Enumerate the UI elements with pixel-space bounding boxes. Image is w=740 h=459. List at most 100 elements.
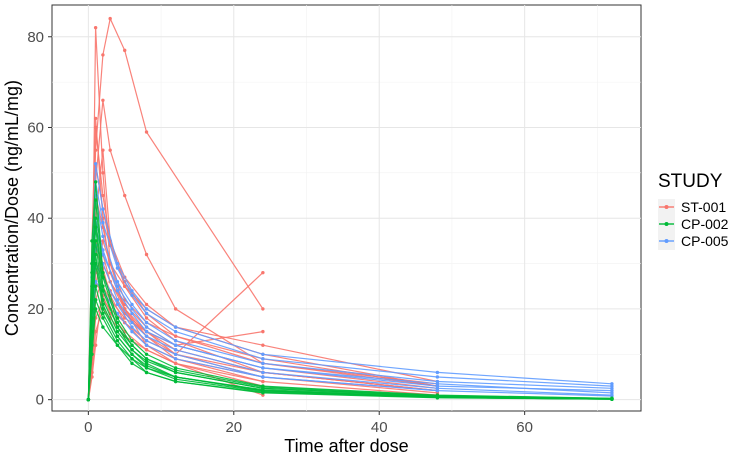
data-point (93, 225, 98, 229)
data-point (130, 302, 134, 307)
data-point (435, 370, 440, 375)
legend-label: ST-001 (681, 199, 726, 215)
legend-key-point (664, 239, 669, 243)
data-point (173, 329, 178, 334)
y-axis-label: Concentration/Dose (ng/mL/mg) (2, 80, 22, 336)
data-point (144, 302, 149, 307)
data-point (130, 311, 134, 316)
data-point (101, 275, 105, 279)
data-point (93, 116, 98, 121)
data-point (173, 338, 178, 343)
data-point (144, 130, 149, 134)
data-point (130, 348, 134, 352)
x-tick-label: 20 (225, 419, 242, 436)
data-point (261, 379, 265, 384)
data-point (144, 370, 149, 375)
data-point (108, 16, 112, 21)
data-point (115, 284, 120, 288)
data-point (93, 198, 98, 202)
data-point (93, 284, 98, 288)
data-point (173, 325, 178, 329)
data-point (101, 171, 105, 175)
data-point (261, 375, 265, 379)
data-point (93, 252, 98, 257)
data-point (144, 343, 149, 347)
data-point (86, 397, 91, 402)
data-point (261, 329, 265, 334)
data-point (144, 252, 149, 257)
data-point (101, 193, 105, 198)
data-point (261, 352, 265, 356)
data-point (173, 375, 178, 379)
data-point (144, 320, 149, 325)
y-axis-ticks: 0 20 40 60 80 (27, 29, 52, 409)
data-point (115, 298, 120, 302)
data-point (130, 338, 134, 343)
data-point (101, 98, 105, 102)
data-point (115, 280, 120, 284)
data-point (93, 125, 98, 130)
data-point (610, 384, 614, 388)
y-tick-label: 60 (27, 119, 44, 136)
data-point (115, 320, 120, 325)
y-tick-label: 0 (36, 392, 44, 409)
data-point (93, 25, 98, 30)
data-point (144, 329, 149, 334)
data-point (261, 361, 265, 366)
data-point (144, 307, 149, 311)
data-point (101, 148, 105, 152)
y-tick-label: 80 (27, 29, 44, 46)
major-gridlines (52, 5, 641, 411)
data-point (130, 357, 134, 361)
data-point (144, 316, 149, 320)
data-point (173, 379, 178, 384)
y-tick-label: 20 (27, 301, 44, 318)
data-point (144, 334, 149, 338)
data-point (144, 359, 149, 363)
data-point (261, 307, 265, 311)
data-point (261, 343, 265, 347)
data-point (610, 391, 614, 395)
data-point (130, 320, 134, 325)
data-point (144, 363, 149, 368)
data-point (93, 180, 98, 184)
legend-label: CP-002 (681, 216, 729, 232)
data-point (101, 221, 105, 225)
legend-title: STUDY (658, 171, 723, 192)
data-point (144, 338, 149, 343)
data-point (261, 357, 265, 361)
data-point (101, 289, 105, 293)
data-point (115, 302, 120, 307)
data-point (123, 48, 127, 53)
data-point (173, 334, 178, 338)
data-point (93, 298, 98, 302)
data-point (435, 394, 440, 398)
data-point (144, 352, 149, 356)
data-point (144, 311, 149, 316)
data-point (115, 338, 120, 343)
data-point (130, 343, 134, 347)
legend-label: CP-005 (681, 233, 729, 249)
x-axis-ticks: 0 20 40 60 (84, 411, 533, 436)
data-point (115, 289, 120, 293)
data-point (90, 352, 94, 356)
data-point (261, 370, 265, 375)
minor-gridlines (52, 5, 641, 411)
data-point (261, 390, 265, 395)
data-point (173, 370, 178, 375)
data-point (144, 325, 149, 329)
data-point (115, 325, 120, 329)
data-point (435, 388, 440, 393)
data-point (101, 207, 105, 211)
x-tick-label: 60 (516, 419, 533, 436)
data-point (108, 148, 112, 152)
data-point (130, 293, 134, 298)
data-point (173, 348, 178, 352)
data-point (261, 270, 265, 275)
series-layer (86, 16, 614, 402)
x-tick-label: 40 (371, 419, 388, 436)
legend-key-point (664, 222, 669, 226)
data-point (130, 361, 134, 366)
data-point (115, 334, 120, 338)
